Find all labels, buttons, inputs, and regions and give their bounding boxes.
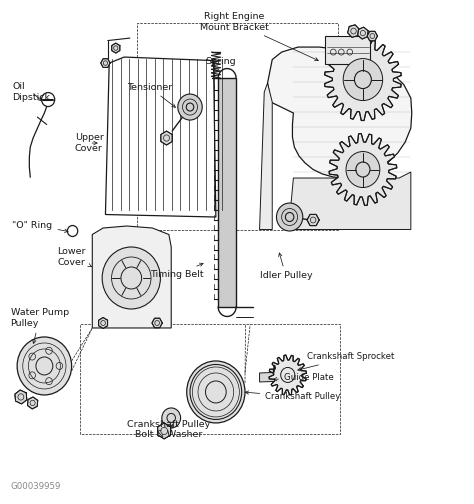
Text: Idler Pulley: Idler Pulley (260, 253, 312, 281)
Polygon shape (269, 355, 307, 395)
Text: Lower
Cover: Lower Cover (57, 247, 91, 267)
Circle shape (343, 58, 383, 101)
Text: "O" Ring: "O" Ring (12, 221, 68, 232)
Polygon shape (307, 214, 319, 226)
Circle shape (187, 361, 245, 423)
Polygon shape (105, 57, 216, 217)
Polygon shape (152, 318, 162, 328)
Polygon shape (260, 372, 289, 382)
FancyBboxPatch shape (325, 36, 371, 64)
Text: Upper
Cover: Upper Cover (75, 134, 104, 153)
Text: Crankshaft Pulley
Bolt & Washer: Crankshaft Pulley Bolt & Washer (127, 420, 210, 439)
Polygon shape (358, 27, 368, 39)
Text: Crankshaft Sprocket: Crankshaft Sprocket (298, 352, 394, 371)
Polygon shape (260, 83, 272, 229)
Text: Water Pump
Pulley: Water Pump Pulley (10, 308, 69, 343)
Polygon shape (289, 172, 411, 229)
Polygon shape (101, 59, 110, 68)
Polygon shape (347, 25, 359, 37)
Circle shape (102, 247, 160, 309)
Polygon shape (15, 390, 27, 404)
Polygon shape (329, 134, 397, 206)
Polygon shape (92, 226, 171, 328)
Polygon shape (158, 423, 171, 439)
Polygon shape (325, 39, 401, 120)
Circle shape (178, 94, 202, 120)
Text: Timing Belt: Timing Belt (150, 263, 204, 279)
Circle shape (346, 152, 380, 187)
Polygon shape (99, 318, 108, 329)
Circle shape (17, 337, 72, 395)
Polygon shape (161, 131, 172, 145)
Polygon shape (112, 43, 120, 53)
Polygon shape (27, 397, 38, 409)
Circle shape (162, 408, 181, 428)
Text: Oil
Dipstick: Oil Dipstick (12, 82, 50, 102)
Text: G00039959: G00039959 (10, 482, 61, 491)
Text: Guide Plate: Guide Plate (273, 373, 334, 383)
Polygon shape (218, 78, 236, 307)
Circle shape (276, 203, 303, 231)
Polygon shape (267, 47, 412, 178)
Polygon shape (367, 31, 377, 41)
Text: Crankshaft Pulley: Crankshaft Pulley (246, 391, 340, 402)
Text: Right Engine
Mount Bracket: Right Engine Mount Bracket (200, 13, 318, 60)
Text: Spring: Spring (205, 56, 236, 71)
Text: Tensioner: Tensioner (127, 83, 175, 107)
